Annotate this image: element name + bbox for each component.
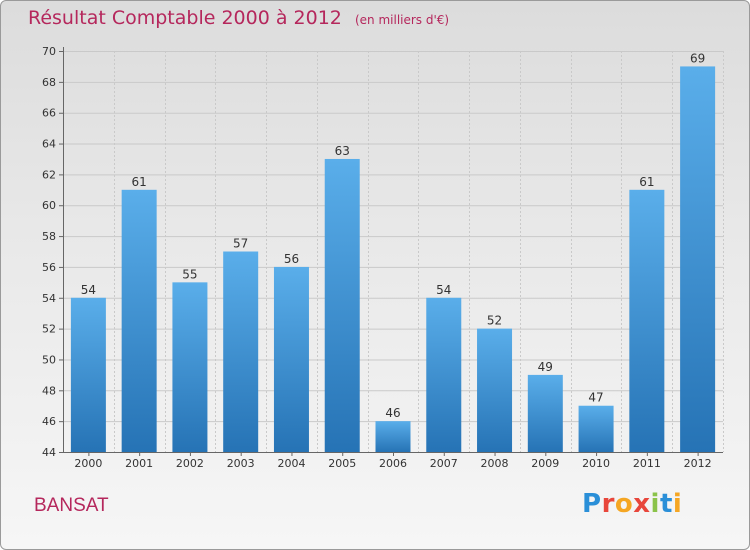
logo-letter: o: [614, 489, 634, 519]
x-tick-label-2002: 2002: [176, 457, 204, 470]
y-tick-label: 50: [42, 353, 56, 366]
x-tick-label-2010: 2010: [582, 457, 610, 470]
bar-2004[interactable]: [273, 266, 309, 452]
x-tick-label-2011: 2011: [633, 457, 661, 470]
y-tick-label: 46: [42, 415, 56, 428]
grid-lines: [63, 51, 724, 452]
bar-2009[interactable]: [527, 374, 563, 452]
bar-2008[interactable]: [477, 328, 513, 452]
chart-title-text: Résultat Comptable 2000 à 2012: [28, 7, 342, 29]
data-label-2009: 49: [538, 360, 553, 374]
data-label-2007: 54: [436, 283, 451, 297]
y-tick-label: 64: [42, 138, 56, 151]
proxiti-logo[interactable]: Proxiti: [582, 489, 682, 519]
logo-letter: r: [601, 489, 615, 519]
y-tick-label: 68: [42, 76, 56, 89]
data-label-2001: 61: [132, 175, 147, 189]
data-label-2003: 57: [233, 237, 248, 251]
logo-letter: x: [633, 489, 651, 519]
data-label-2002: 55: [182, 267, 197, 281]
data-label-2011: 61: [639, 175, 654, 189]
logo-letter: i: [650, 489, 660, 519]
x-tick-label-2004: 2004: [277, 457, 305, 470]
bar-2000[interactable]: [70, 297, 106, 452]
y-tick-label: 44: [42, 446, 56, 459]
data-label-2004: 56: [284, 252, 299, 266]
y-tick-label: 54: [42, 292, 56, 305]
commune-name: BANSAT: [34, 495, 109, 516]
x-tick-label-2006: 2006: [379, 457, 407, 470]
logo-letter: i: [672, 489, 683, 519]
data-label-2006: 46: [385, 406, 400, 420]
bar-2011[interactable]: [629, 189, 665, 453]
x-tick-label-2009: 2009: [531, 457, 559, 470]
x-tick-label-2001: 2001: [125, 457, 153, 470]
data-label-2012: 69: [690, 51, 705, 65]
data-label-2008: 52: [487, 314, 502, 328]
bar-2012[interactable]: [680, 66, 716, 452]
bar-2003[interactable]: [223, 251, 259, 453]
bar-2006[interactable]: [375, 421, 411, 452]
data-label-2005: 63: [335, 144, 350, 158]
chart-title: Résultat Comptable 2000 à 2012 (en milli…: [28, 7, 449, 29]
x-tick-label-2005: 2005: [328, 457, 356, 470]
y-tick-label: 60: [42, 199, 56, 212]
logo-letter: P: [582, 489, 602, 519]
y-tick-label: 52: [42, 323, 56, 336]
labels: 54 61 55 57 56 63 46 54 52 49 47 61 69: [81, 51, 706, 420]
x-tick-label-2003: 2003: [227, 457, 255, 470]
x-tick-label-2008: 2008: [481, 457, 509, 470]
bar-2007[interactable]: [426, 297, 462, 452]
y-tick-label: 70: [42, 45, 56, 58]
y-tick-label: 62: [42, 168, 56, 181]
y-tick-label: 48: [42, 384, 56, 397]
y-tick-label: 56: [42, 261, 56, 274]
bar-2002[interactable]: [172, 282, 208, 452]
bar-2005[interactable]: [324, 158, 360, 452]
chart-unit-label: (en milliers d'€): [354, 13, 450, 27]
axes: 44 46 48 50 52 54 56 58 60 62 64 66 68 70 2000 2001 2002…: [42, 45, 723, 470]
logo-letter: t: [659, 489, 673, 519]
bars: [70, 66, 716, 453]
data-label-2010: 47: [588, 391, 603, 405]
bar-2001[interactable]: [121, 189, 157, 453]
x-tick-label-2000: 2000: [74, 457, 102, 470]
x-tick-label-2012: 2012: [684, 457, 712, 470]
bar-2010[interactable]: [578, 405, 614, 452]
data-label-2000: 54: [81, 283, 96, 297]
y-tick-label: 66: [42, 107, 56, 120]
y-tick-label: 58: [42, 230, 56, 243]
x-tick-label-2007: 2007: [430, 457, 458, 470]
